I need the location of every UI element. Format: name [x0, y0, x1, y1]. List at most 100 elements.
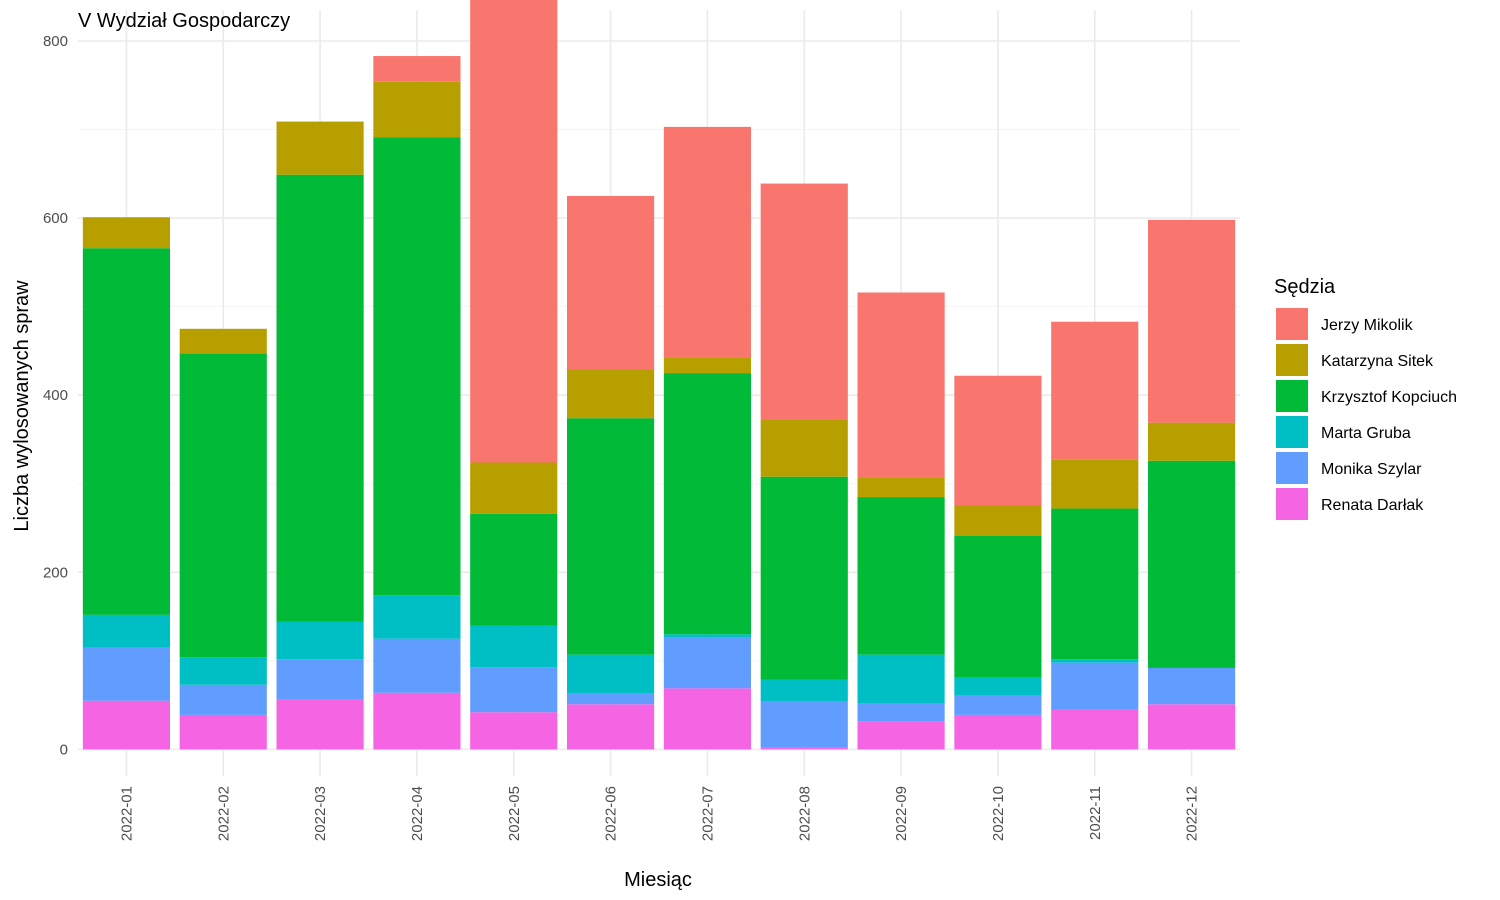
bar-segment: [1051, 709, 1139, 750]
legend-item: Jerzy Mikolik: [1276, 308, 1414, 340]
bar-segment: [857, 703, 945, 722]
bar-segment: [470, 462, 558, 514]
y-tick-label: 200: [43, 564, 68, 581]
legend-label: Monika Szylar: [1321, 461, 1422, 478]
x-tick-label: 2022-02: [215, 786, 232, 841]
legend-label: Marta Gruba: [1321, 425, 1411, 442]
bar-segment: [954, 505, 1042, 537]
x-tick-label: 2022-11: [1087, 786, 1104, 840]
y-tick-label: 0: [60, 741, 68, 758]
bar-segment: [567, 693, 655, 705]
legend-label: Renata Darłak: [1321, 497, 1424, 514]
bar-segment: [663, 373, 751, 635]
bar-segment: [857, 477, 945, 498]
bar-segment: [82, 248, 170, 615]
bar-segment: [1051, 659, 1139, 663]
legend-item: Marta Gruba: [1276, 416, 1411, 448]
bar-segment: [179, 353, 267, 658]
bar-segment: [760, 701, 848, 748]
x-tick-label: 2022-05: [506, 786, 523, 841]
legend-label: Katarzyna Sitek: [1321, 353, 1434, 370]
bar-segment: [857, 721, 945, 750]
legend-item: Renata Darłak: [1276, 488, 1424, 520]
x-tick-label: 2022-01: [118, 786, 135, 841]
x-tick-label: 2022-12: [1184, 786, 1201, 841]
bar-segment: [663, 636, 751, 689]
bar-segment: [373, 137, 461, 596]
bar-segment: [179, 657, 267, 685]
bar-segment: [1051, 459, 1139, 509]
bar-segment: [663, 634, 751, 637]
legend-swatch: [1276, 488, 1308, 520]
y-tick-label: 400: [43, 387, 68, 404]
bar-segment: [470, 0, 558, 463]
bar-segment: [760, 747, 848, 750]
bar-segment: [567, 704, 655, 750]
bar-segment: [760, 183, 848, 420]
bar-segment: [82, 217, 170, 249]
bar-segment: [857, 497, 945, 655]
bar-segment: [470, 513, 558, 626]
x-tick-label: 2022-07: [699, 786, 716, 841]
bar-segment: [567, 654, 655, 694]
x-tick-label: 2022-04: [409, 786, 426, 841]
legend-swatch: [1276, 416, 1308, 448]
bar-segment: [567, 195, 655, 370]
bar-segment: [179, 714, 267, 750]
bar-segment: [1148, 460, 1236, 668]
bar-segment: [373, 692, 461, 750]
y-tick-label: 600: [43, 210, 68, 227]
bar-segment: [663, 126, 751, 358]
bar-segment: [567, 418, 655, 655]
x-tick-label: 2022-10: [990, 786, 1007, 841]
bar-segment: [857, 292, 945, 478]
bar-segment: [1051, 662, 1139, 710]
bar-segment: [179, 328, 267, 354]
x-axis-title: Miesiąc: [624, 869, 692, 891]
bar-segment: [954, 677, 1042, 696]
legend-title: Sędzia: [1274, 276, 1336, 298]
x-tick-label: 2022-03: [312, 786, 329, 841]
legend-swatch: [1276, 380, 1308, 412]
bar-segment: [276, 621, 364, 660]
bar-segment: [663, 357, 751, 374]
bar-segment: [954, 695, 1042, 715]
bar-segment: [954, 714, 1042, 750]
bar-segment: [82, 647, 170, 701]
bar-segment: [760, 419, 848, 477]
bar-segment: [567, 369, 655, 419]
bar-segment: [857, 654, 945, 704]
x-axis-ticks: 2022-01 2022-02 2022-03 2022-04 2022-05 2022-…: [118, 786, 1200, 841]
x-tick-label: 2022-06: [603, 786, 620, 841]
bars: [82, 0, 1236, 750]
bar-segment: [276, 659, 364, 700]
bar-segment: [760, 679, 848, 702]
bar-segment: [373, 595, 461, 639]
bar-segment: [82, 614, 170, 648]
legend-label: Krzysztof Kopciuch: [1321, 389, 1457, 406]
bar-segment: [373, 56, 461, 82]
y-tick-label: 800: [43, 33, 68, 50]
bar-segment: [276, 121, 364, 175]
bar-segment: [470, 625, 558, 668]
legend: Sędzia Jerzy Mikolik Katarzyna Sitek Krzys…: [1274, 276, 1457, 520]
y-axis-title: Liczba wylosowanych spraw: [11, 280, 33, 532]
bar-segment: [82, 700, 170, 750]
bar-segment: [1148, 219, 1236, 423]
bar-segment: [470, 667, 558, 713]
x-tick-label: 2022-08: [796, 786, 813, 841]
bar-segment: [1051, 508, 1139, 660]
bar-segment: [179, 684, 267, 715]
legend-swatch: [1276, 344, 1308, 376]
bar-segment: [470, 712, 558, 750]
legend-item: Monika Szylar: [1276, 452, 1422, 484]
bar-segment: [1148, 667, 1236, 705]
bar-segment: [1148, 704, 1236, 750]
chart-title: V Wydział Gospodarczy: [78, 10, 290, 32]
legend-items: Jerzy Mikolik Katarzyna Sitek Krzysztof Ko…: [1276, 308, 1457, 520]
bar-segment: [373, 638, 461, 693]
legend-item: Krzysztof Kopciuch: [1276, 380, 1457, 412]
legend-label: Jerzy Mikolik: [1321, 317, 1414, 334]
